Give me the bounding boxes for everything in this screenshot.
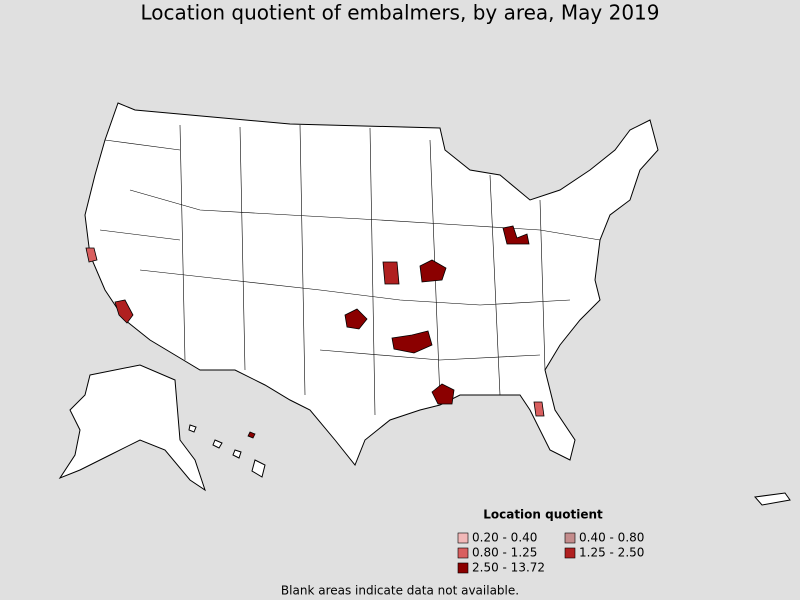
area-ar <box>391 330 433 354</box>
legend-label: 2.50 - 13.72 <box>472 561 545 575</box>
footnote: Blank areas indicate data not available. <box>281 584 519 598</box>
legend-title: Location quotient <box>483 508 603 522</box>
legend-swatch <box>564 532 576 544</box>
legend-swatch <box>457 532 469 544</box>
area-ok <box>344 308 368 330</box>
legend-swatch <box>564 547 576 559</box>
legend-swatch <box>457 562 469 574</box>
legend-label: 0.80 - 1.25 <box>472 546 537 560</box>
area-mo <box>419 259 447 283</box>
legend-label: 0.40 - 0.80 <box>579 531 644 545</box>
area-ks <box>382 261 400 285</box>
area-oh <box>502 225 530 245</box>
contiguous-us <box>84 102 659 466</box>
legend-label: 1.25 - 2.50 <box>579 546 644 560</box>
area-gulf <box>431 383 455 405</box>
legend: Location quotient 0.20 - 0.40 0.40 - 0.80… <box>457 508 644 575</box>
puerto-rico <box>754 492 791 506</box>
map <box>58 102 791 506</box>
area-hi <box>247 431 256 439</box>
area-ca <box>85 247 98 263</box>
alaska <box>58 364 206 492</box>
map-title: Location quotient of embalmers, by area,… <box>140 1 659 25</box>
area-fl <box>533 401 545 417</box>
legend-label: 0.20 - 0.40 <box>472 531 537 545</box>
area-la <box>114 299 134 324</box>
hawaii <box>188 424 266 478</box>
legend-swatch <box>457 547 469 559</box>
